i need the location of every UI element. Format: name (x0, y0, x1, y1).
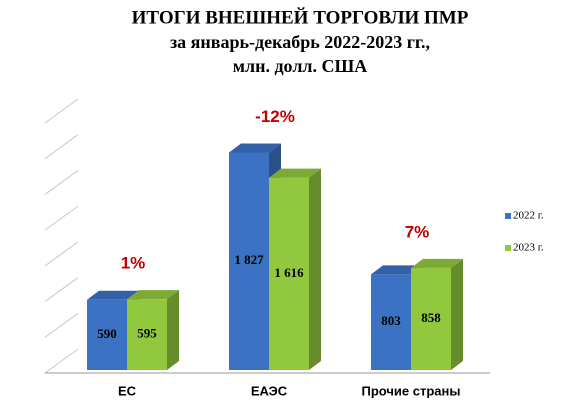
grid-line (44, 348, 79, 374)
bar-top (87, 290, 139, 300)
annotation: -12% (255, 107, 295, 126)
grid-line (44, 205, 79, 231)
grid-line (44, 170, 79, 195)
bar (127, 299, 167, 370)
grid-line (44, 241, 79, 267)
grid-line (44, 312, 79, 338)
bar-top (229, 143, 281, 153)
bar-side (309, 168, 321, 370)
bar (411, 267, 451, 370)
value-label: 1 827 (234, 252, 264, 267)
value-label: 858 (421, 310, 441, 325)
bar-side (167, 290, 179, 370)
value-label: 595 (137, 326, 157, 341)
chart-title: ИТОГИ ВНЕШНЕЙ ТОРГОВЛИ ПМР (132, 6, 469, 28)
grid-line (44, 98, 79, 124)
legend-label: 2023 г. (513, 242, 544, 254)
x-tick-label: Прочие страны (361, 383, 460, 398)
value-label: 803 (381, 313, 401, 328)
chart-subtitle: млн. долл. США (233, 56, 368, 76)
legend-label: 2022 г. (513, 210, 544, 222)
legend-swatch (505, 245, 511, 251)
x-tick-label: ЕС (118, 383, 137, 398)
bar-side (451, 258, 463, 370)
x-tick-label: ЕАЭС (251, 383, 288, 398)
chart-subtitle: за январь-декабрь 2022-2023 гг., (170, 32, 430, 52)
bar-top (411, 258, 463, 268)
grid-line (44, 134, 79, 160)
annotation: 7% (405, 222, 430, 241)
bar-top (269, 168, 321, 178)
bar-top (127, 290, 179, 300)
value-label: 1 616 (274, 265, 304, 280)
grid-line (44, 277, 79, 302)
bar (229, 152, 269, 370)
annotation: 1% (121, 254, 146, 273)
bar (87, 299, 127, 370)
legend-swatch (505, 213, 511, 219)
value-label: 590 (97, 326, 117, 341)
bar (371, 274, 411, 370)
bar-top (371, 265, 423, 275)
bar (269, 177, 309, 370)
